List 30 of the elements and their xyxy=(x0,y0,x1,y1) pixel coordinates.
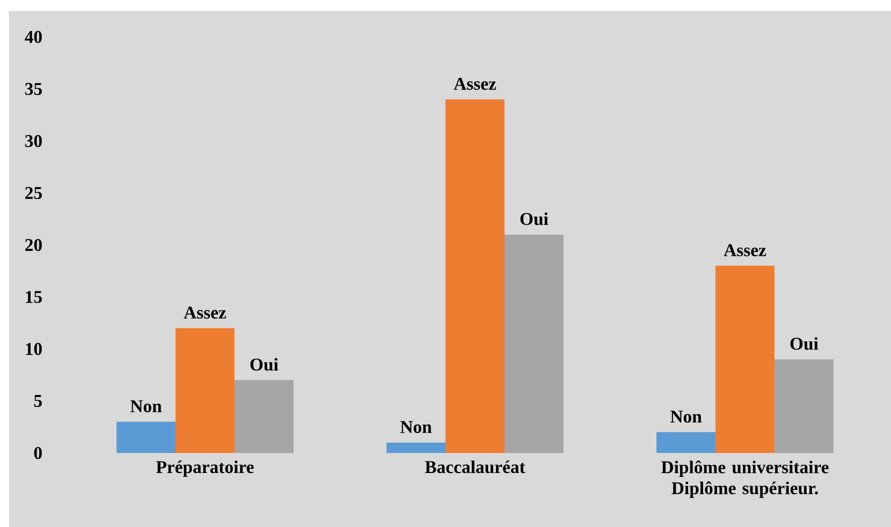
x-tick-label: Baccalauréat xyxy=(425,460,526,474)
text: Assez xyxy=(454,78,496,90)
text: Assez xyxy=(184,306,226,319)
bar xyxy=(386,442,446,453)
y-tick-label: 10 xyxy=(26,342,42,356)
bar xyxy=(504,234,564,453)
y-tick-label: 40 xyxy=(24,30,42,44)
y-tick-label: 30 xyxy=(25,134,42,148)
bar xyxy=(176,328,235,453)
bar xyxy=(234,380,294,453)
x-tick-label: Préparatoire xyxy=(156,460,254,477)
series-label: Assez xyxy=(724,244,766,256)
y-tick-label: 0 xyxy=(34,446,42,460)
bar xyxy=(716,266,775,453)
y-tick-label: 20 xyxy=(25,238,42,252)
text: Oui xyxy=(790,337,818,350)
series-label: Non xyxy=(400,421,432,434)
bar xyxy=(446,99,505,453)
y-tick-label: 15 xyxy=(26,290,42,303)
bar xyxy=(774,359,834,453)
y-tick-label: 35 xyxy=(25,82,42,96)
y-tick-label: 25 xyxy=(25,186,42,200)
bar xyxy=(656,432,716,453)
text: Non xyxy=(670,410,702,423)
series-label: Oui xyxy=(250,358,278,371)
y-tick-label: 5 xyxy=(34,395,42,407)
bar xyxy=(116,422,176,453)
x-tick-label: Diplôme universitaire Diplôme supérieur. xyxy=(661,460,829,498)
text: Oui xyxy=(520,212,548,226)
text: Non xyxy=(130,400,162,412)
